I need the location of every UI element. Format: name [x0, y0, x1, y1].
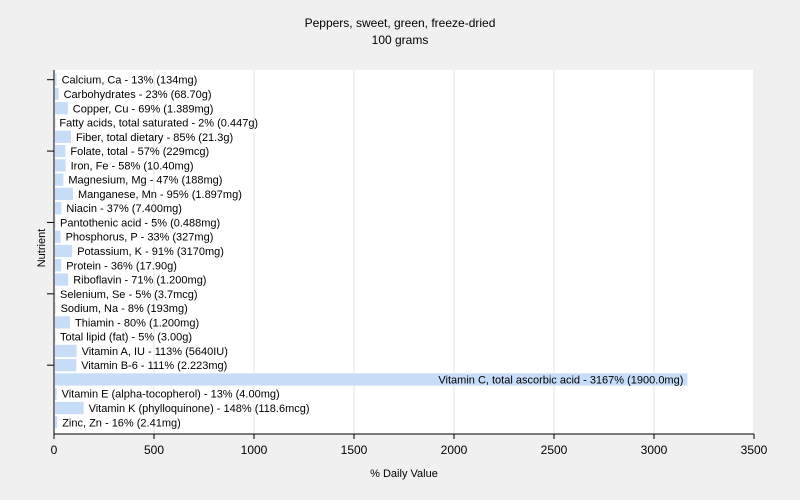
bar-label: Vitamin B-6 - 111% (2.223mg) [81, 360, 227, 372]
bar-label: Total lipid (fat) - 5% (3.00g) [60, 332, 192, 344]
bar [55, 202, 62, 215]
bar [55, 73, 57, 86]
bar-label: Manganese, Mn - 95% (1.897mg) [78, 189, 242, 201]
bar-label: Magnesium, Mg - 47% (188mg) [68, 175, 222, 187]
bar-label: Fatty acids, total saturated - 2% (0.447… [59, 118, 258, 130]
bar-label: Calcium, Ca - 13% (134mg) [62, 75, 198, 87]
bar [55, 273, 69, 286]
bar [55, 401, 84, 415]
bar [55, 230, 61, 243]
bar-label: Niacin - 37% (7.400mg) [66, 203, 182, 215]
x-tick-label: 1500 [341, 443, 368, 457]
bar [55, 287, 56, 300]
chart-subtitle: 100 grams [372, 33, 429, 47]
bar-label: Vitamin C, total ascorbic acid - 3167% (… [438, 374, 683, 386]
bar-label: Vitamin A, IU - 113% (5640IU) [82, 346, 228, 358]
x-tick-label: 3500 [741, 443, 768, 457]
bar-label: Zinc, Zn - 16% (2.41mg) [62, 417, 181, 429]
bar [55, 144, 66, 158]
bar-label: Protein - 36% (17.90g) [66, 260, 177, 272]
x-tick-label: 2500 [541, 443, 568, 457]
bar [55, 116, 56, 129]
x-axis-title: % Daily Value [370, 468, 438, 480]
bar [55, 159, 66, 172]
bar [55, 216, 56, 229]
y-axis-ticks [47, 79, 54, 366]
bar [55, 259, 62, 272]
chart-title: Peppers, sweet, green, freeze-dried [305, 16, 496, 30]
bar [55, 87, 59, 101]
bar-label: Carbohydrates - 23% (68.70g) [64, 89, 212, 101]
bar-label: Iron, Fe - 58% (10.40mg) [71, 160, 194, 172]
x-tick-label: 3000 [641, 443, 668, 457]
bar-label: Vitamin K (phylloquinone) - 148% (118.6m… [89, 403, 310, 415]
bars [55, 73, 688, 429]
bar [55, 301, 56, 315]
bar-label: Sodium, Na - 8% (193mg) [61, 303, 188, 315]
bar [55, 416, 58, 429]
bar [55, 244, 73, 258]
x-tick-label: 500 [144, 443, 164, 457]
bar [55, 173, 64, 186]
bar [55, 344, 77, 358]
bar [55, 316, 70, 329]
x-axis-ticks: 0 500 1000 1500 2000 2500 3000 3500 [51, 434, 768, 457]
bar [55, 330, 56, 343]
bar [55, 387, 57, 400]
y-axis-title: Nutrient [36, 229, 48, 268]
bar-labels: Calcium, Ca - 13% (134mg) Carbohydrates -… [59, 75, 683, 430]
bar-label: Thiamin - 80% (1.200mg) [75, 317, 199, 329]
bar-label: Fiber, total dietary - 85% (21.3g) [76, 132, 233, 144]
x-tick-label: 0 [51, 443, 58, 457]
bar-label: Copper, Cu - 69% (1.389mg) [73, 103, 214, 115]
bar-label: Vitamin E (alpha-tocopherol) - 13% (4.00… [62, 389, 280, 401]
bar [55, 359, 77, 372]
x-tick-label: 2000 [441, 443, 468, 457]
bar-label: Folate, total - 57% (229mcg) [70, 146, 209, 158]
bar [55, 102, 68, 115]
bar-label: Pantothenic acid - 5% (0.488mg) [60, 217, 220, 229]
x-tick-label: 1000 [241, 443, 268, 457]
bar [55, 373, 688, 386]
bar-label: Riboflavin - 71% (1.200mg) [73, 275, 206, 287]
bar-label: Selenium, Se - 5% (3.7mcg) [60, 289, 198, 301]
bar-label: Potassium, K - 91% (3170mg) [77, 246, 224, 258]
bar [55, 130, 71, 143]
bar-label: Phosphorus, P - 33% (327mg) [66, 232, 214, 244]
bar [55, 187, 73, 201]
